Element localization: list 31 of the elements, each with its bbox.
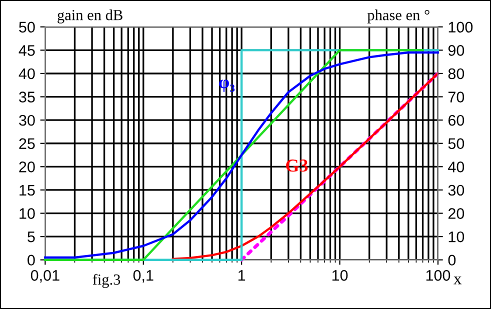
y-tick-label: 20 bbox=[19, 162, 35, 172]
y2-tick-label: 50 bbox=[448, 138, 464, 150]
caption: fig.3 bbox=[92, 274, 120, 288]
y2-axis-title: phase en ° bbox=[367, 10, 430, 24]
y2-tick-label: 70 bbox=[448, 92, 464, 102]
x-tick-label: 0,1 bbox=[133, 270, 154, 283]
x-tick-label: 100 bbox=[426, 270, 450, 281]
x-tick-label: 1 bbox=[238, 270, 246, 281]
y-tick-label: 45 bbox=[18, 45, 35, 56]
y2-tick-label: 80 bbox=[448, 68, 464, 80]
y2-tick-label: 40 bbox=[448, 162, 464, 172]
y2-tick-label: 10 bbox=[448, 231, 464, 242]
y2-tick-label: 60 bbox=[448, 114, 464, 126]
y-tick-label: 0 bbox=[28, 254, 35, 266]
x-tick-label: 0,01 bbox=[30, 270, 60, 283]
y-tick-label: 30 bbox=[19, 114, 35, 126]
y-tick-label: 10 bbox=[20, 208, 35, 219]
y-tick-label: 35 bbox=[19, 92, 35, 102]
y-tick-label: 40 bbox=[18, 68, 35, 80]
x-axis-title: x bbox=[454, 276, 462, 284]
y2-tick-label: 0 bbox=[448, 254, 456, 266]
y-tick-label: 50 bbox=[19, 22, 35, 33]
x-tick-label: 10 bbox=[332, 270, 348, 281]
y2-tick-label: 90 bbox=[448, 45, 464, 56]
y2-tick-label: 20 bbox=[448, 208, 464, 219]
y-tick-label: 15 bbox=[20, 185, 35, 196]
y-tick-label: 25 bbox=[19, 138, 35, 150]
y2-tick-label: 30 bbox=[448, 184, 464, 196]
y-tick-label: 5 bbox=[28, 232, 35, 242]
y2-tick-label: 100 bbox=[448, 22, 473, 33]
y-axis-title: gain en dB bbox=[58, 9, 122, 24]
